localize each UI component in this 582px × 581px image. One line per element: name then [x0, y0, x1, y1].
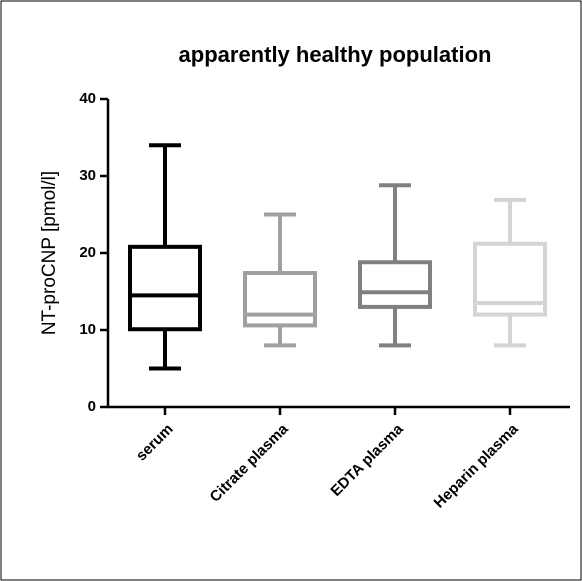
chart-title: apparently healthy population: [179, 42, 492, 67]
y-tick-label: 10: [79, 321, 96, 338]
box: [243, 271, 317, 328]
box: [473, 241, 547, 317]
y-axis-label: NT-proCNP [pmol/l]: [39, 171, 60, 335]
box: [128, 244, 202, 332]
y-tick-label: 0: [88, 398, 96, 415]
y-tick-label: 20: [79, 244, 96, 261]
y-tick-label: 30: [79, 167, 96, 184]
box: [358, 260, 432, 309]
y-tick-label: 40: [79, 90, 96, 107]
